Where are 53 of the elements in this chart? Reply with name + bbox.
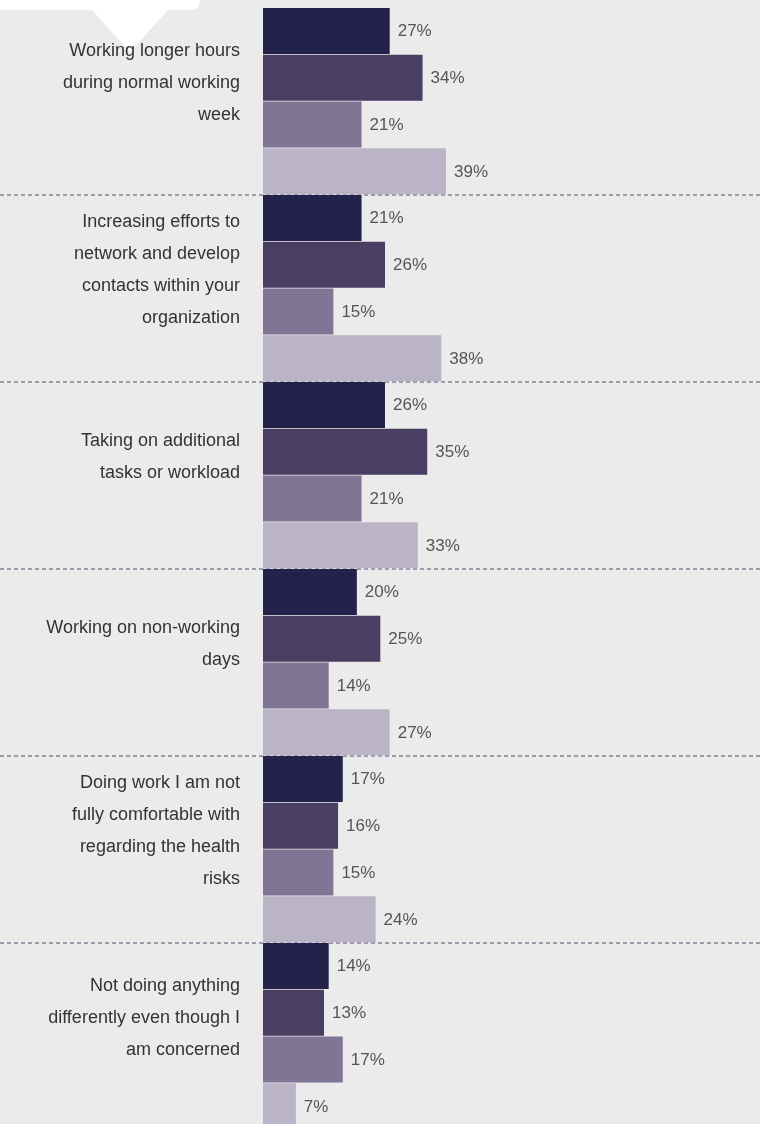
bar	[263, 148, 446, 195]
bar	[263, 475, 362, 522]
data-label: 34%	[430, 68, 465, 88]
data-label: 21%	[369, 208, 404, 228]
bar	[263, 615, 381, 662]
bar	[263, 54, 423, 101]
bar	[263, 335, 442, 382]
data-label: 27%	[397, 722, 432, 742]
data-label: 21%	[369, 114, 404, 134]
data-label: 15%	[341, 301, 376, 321]
y-tick-label: Taking on additional tasks or workload	[80, 430, 240, 483]
data-label: 21%	[369, 488, 404, 508]
y-tick-label: Working longer hours during normal working week	[62, 40, 241, 125]
data-label: 35%	[435, 442, 470, 462]
data-label: 26%	[393, 395, 428, 415]
y-tick-label: Not doing anything differently even though I am concerned	[48, 975, 240, 1060]
data-label: 27%	[397, 21, 432, 41]
bar	[263, 241, 385, 288]
bar	[263, 802, 339, 849]
bar	[263, 101, 362, 148]
data-label: 24%	[383, 909, 418, 929]
bar	[263, 522, 418, 569]
y-tick-label: Working on non-working days	[46, 617, 240, 670]
bar	[263, 896, 376, 943]
bar	[263, 756, 343, 802]
bar	[263, 569, 357, 615]
data-label: 20%	[364, 582, 399, 602]
bar	[263, 428, 428, 475]
data-label: 38%	[449, 348, 484, 368]
data-label: 17%	[350, 769, 385, 789]
data-label: 13%	[332, 1003, 367, 1023]
bar	[263, 1036, 343, 1083]
bar	[263, 709, 390, 756]
bar	[263, 195, 362, 241]
data-label: 14%	[336, 956, 371, 976]
y-tick-label: Increasing efforts to network and develop contacts within your organization	[73, 211, 240, 328]
y-tick-label: Doing work I am not fully comfortable with regarding the health risks	[71, 772, 240, 889]
data-label: 7%	[303, 1096, 329, 1116]
data-label: 39%	[454, 161, 489, 181]
data-label: 14%	[336, 675, 371, 695]
bar	[263, 382, 385, 428]
bar	[263, 8, 390, 54]
data-label: 26%	[393, 255, 428, 275]
data-label: 25%	[388, 629, 423, 649]
bar	[263, 943, 329, 989]
bar	[263, 662, 329, 709]
data-label: 16%	[346, 816, 381, 836]
data-label: 17%	[350, 1049, 385, 1069]
data-label: 15%	[341, 862, 376, 882]
bar	[263, 288, 334, 335]
bar	[263, 849, 334, 896]
data-label: 33%	[425, 535, 460, 555]
bar	[263, 989, 324, 1036]
